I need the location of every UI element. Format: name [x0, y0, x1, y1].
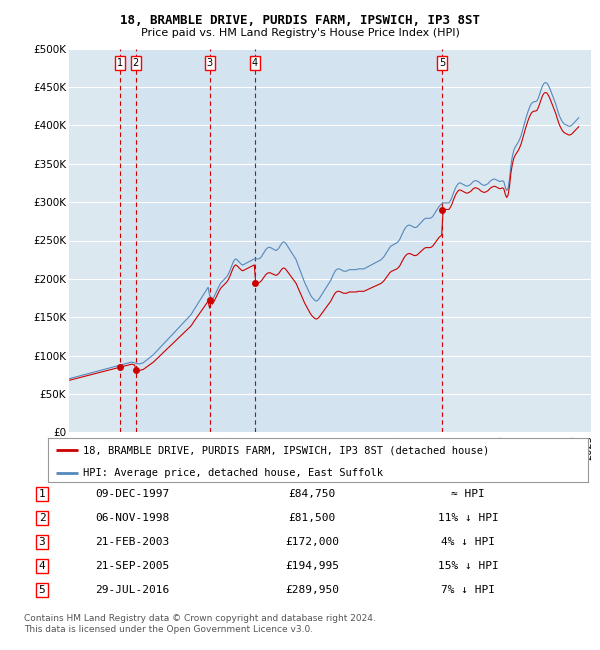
Text: 4% ↓ HPI: 4% ↓ HPI	[441, 537, 495, 547]
Text: £81,500: £81,500	[289, 513, 335, 523]
Text: 5: 5	[439, 58, 445, 68]
Text: 1: 1	[117, 58, 123, 68]
Text: 1: 1	[38, 489, 46, 499]
Text: 18, BRAMBLE DRIVE, PURDIS FARM, IPSWICH, IP3 8ST: 18, BRAMBLE DRIVE, PURDIS FARM, IPSWICH,…	[120, 14, 480, 27]
Point	[205, 295, 215, 306]
Point	[115, 362, 125, 372]
Text: 2: 2	[133, 58, 139, 68]
Text: ≈ HPI: ≈ HPI	[451, 489, 485, 499]
Point	[131, 365, 140, 375]
Text: £194,995: £194,995	[285, 561, 339, 571]
Text: 5: 5	[38, 585, 46, 595]
Text: 21-SEP-2005: 21-SEP-2005	[95, 561, 169, 571]
Text: £84,750: £84,750	[289, 489, 335, 499]
Point	[437, 205, 447, 215]
Text: 09-DEC-1997: 09-DEC-1997	[95, 489, 169, 499]
Text: 15% ↓ HPI: 15% ↓ HPI	[437, 561, 499, 571]
Text: 3: 3	[207, 58, 213, 68]
Text: £172,000: £172,000	[285, 537, 339, 547]
Text: This data is licensed under the Open Government Licence v3.0.: This data is licensed under the Open Gov…	[24, 625, 313, 634]
Text: 21-FEB-2003: 21-FEB-2003	[95, 537, 169, 547]
Text: £289,950: £289,950	[285, 585, 339, 595]
Bar	[254, 49, 442, 432]
Text: 3: 3	[38, 537, 46, 547]
Bar	[120, 49, 136, 432]
Text: 06-NOV-1998: 06-NOV-1998	[95, 513, 169, 523]
Text: 2: 2	[38, 513, 46, 523]
Point	[250, 278, 259, 288]
Text: 7% ↓ HPI: 7% ↓ HPI	[441, 585, 495, 595]
Text: 11% ↓ HPI: 11% ↓ HPI	[437, 513, 499, 523]
Text: 4: 4	[38, 561, 46, 571]
Text: HPI: Average price, detached house, East Suffolk: HPI: Average price, detached house, East…	[83, 467, 383, 478]
Text: 4: 4	[251, 58, 257, 68]
Bar	[210, 49, 254, 432]
Text: Contains HM Land Registry data © Crown copyright and database right 2024.: Contains HM Land Registry data © Crown c…	[24, 614, 376, 623]
Text: 29-JUL-2016: 29-JUL-2016	[95, 585, 169, 595]
Text: Price paid vs. HM Land Registry's House Price Index (HPI): Price paid vs. HM Land Registry's House …	[140, 28, 460, 38]
Bar	[136, 49, 210, 432]
Text: 18, BRAMBLE DRIVE, PURDIS FARM, IPSWICH, IP3 8ST (detached house): 18, BRAMBLE DRIVE, PURDIS FARM, IPSWICH,…	[83, 445, 490, 455]
